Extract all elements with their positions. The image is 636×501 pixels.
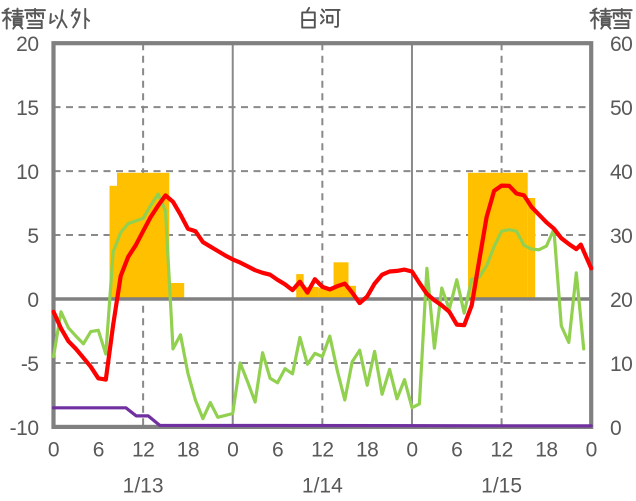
svg-text:50: 50 <box>610 97 632 120</box>
svg-text:12: 12 <box>132 439 154 462</box>
svg-text:20: 20 <box>610 289 632 312</box>
svg-text:0: 0 <box>586 439 597 462</box>
svg-text:-10: -10 <box>10 417 39 440</box>
svg-text:-5: -5 <box>21 353 39 376</box>
svg-text:0: 0 <box>48 439 59 462</box>
svg-text:12: 12 <box>490 439 512 462</box>
svg-text:1/15: 1/15 <box>481 475 522 498</box>
svg-text:6: 6 <box>451 439 462 462</box>
svg-text:60: 60 <box>610 33 632 56</box>
svg-text:18: 18 <box>535 439 557 462</box>
svg-text:30: 30 <box>610 225 632 248</box>
svg-text:0: 0 <box>610 417 621 440</box>
svg-text:0: 0 <box>406 439 417 462</box>
svg-text:40: 40 <box>610 161 632 184</box>
svg-text:12: 12 <box>311 439 333 462</box>
svg-text:18: 18 <box>177 439 199 462</box>
svg-text:0: 0 <box>27 289 38 312</box>
svg-text:0: 0 <box>227 439 238 462</box>
svg-text:10: 10 <box>610 353 632 376</box>
svg-text:6: 6 <box>93 439 104 462</box>
svg-text:1/13: 1/13 <box>123 475 164 498</box>
svg-text:5: 5 <box>27 225 38 248</box>
svg-text:10: 10 <box>16 161 38 184</box>
svg-text:20: 20 <box>16 33 38 56</box>
svg-text:15: 15 <box>16 97 38 120</box>
svg-text:18: 18 <box>356 439 378 462</box>
svg-text:1/14: 1/14 <box>302 475 343 498</box>
svg-text:6: 6 <box>272 439 283 462</box>
